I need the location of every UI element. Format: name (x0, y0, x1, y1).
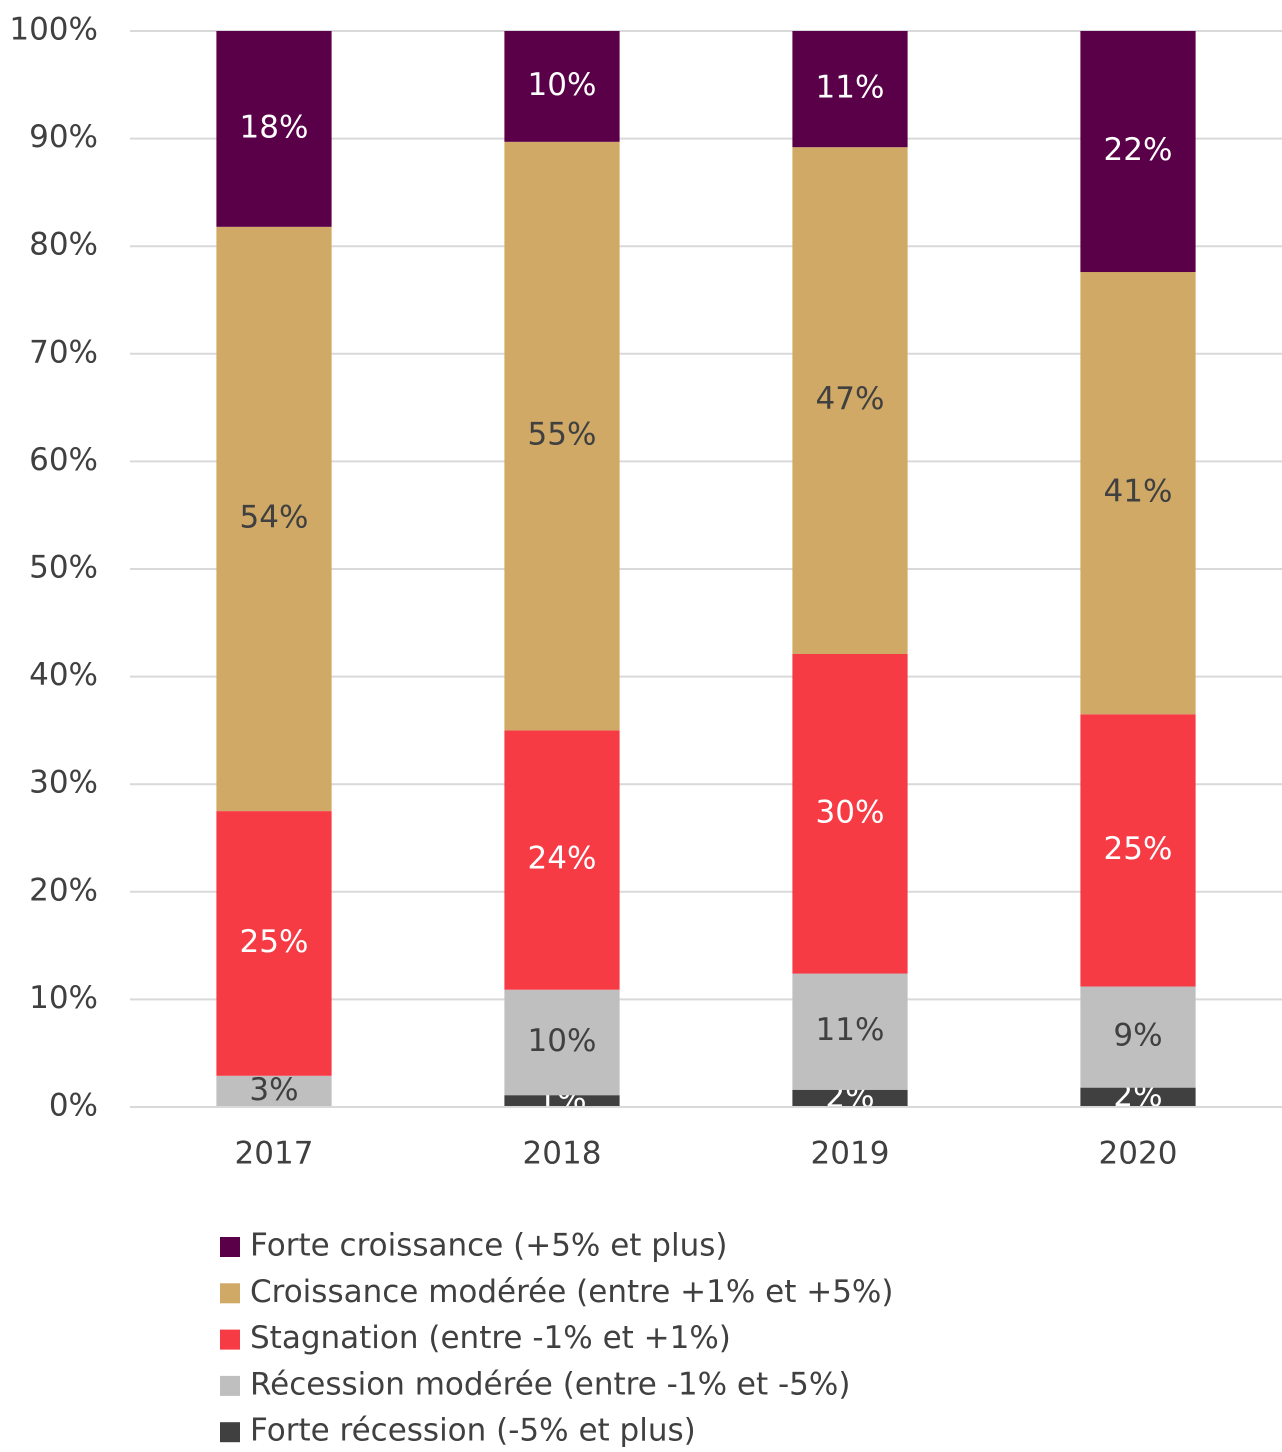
legend-swatch (220, 1375, 240, 1396)
legend-swatch (220, 1237, 240, 1257)
data-label: 30% (816, 794, 885, 830)
bar-segment (216, 226, 332, 812)
y-tick-label: 70% (29, 334, 98, 370)
bar-segment (216, 811, 332, 1076)
y-tick-label: 10% (29, 980, 98, 1016)
legend-label: Croissance modérée (entre +1% et +5%) (250, 1274, 893, 1310)
data-label: 47% (816, 381, 885, 417)
bar-segment (504, 989, 620, 1096)
bar-segment (216, 1075, 332, 1107)
x-tick-label: 2017 (235, 1136, 314, 1172)
data-label: 3% (249, 1072, 298, 1108)
bar-segment (1080, 1087, 1196, 1107)
y-tick-label: 90% (29, 119, 98, 155)
bar-segment (1080, 986, 1196, 1088)
bar-segment (792, 973, 908, 1090)
bar-segment (792, 31, 908, 148)
legend-swatch (220, 1422, 240, 1443)
y-tick-label: 80% (29, 227, 98, 263)
data-label: 18% (240, 109, 309, 145)
y-tick-label: 30% (29, 765, 98, 801)
x-tick-label: 2019 (811, 1136, 890, 1172)
legend-label: Forte croissance (+5% et plus) (250, 1228, 728, 1264)
data-label: 41% (1104, 474, 1173, 510)
legend-swatch (220, 1283, 240, 1304)
legend-label: Récession modérée (entre -1% et -5%) (250, 1366, 850, 1402)
data-label: 10% (528, 1023, 597, 1059)
x-tick-label: 2018 (523, 1136, 602, 1172)
legend-label: Forte récession (-5% et plus) (250, 1413, 696, 1449)
data-label: 24% (528, 841, 597, 877)
bar-segment (792, 654, 908, 974)
data-label: 22% (1104, 132, 1173, 168)
bar-segment (792, 147, 908, 655)
y-tick-label: 0% (49, 1088, 98, 1124)
data-label: 25% (1104, 831, 1173, 867)
data-label: 9% (1113, 1018, 1162, 1054)
y-tick-label: 20% (29, 872, 98, 908)
x-tick-label: 2020 (1099, 1136, 1178, 1172)
bar-segment (1080, 714, 1196, 987)
data-label: 11% (816, 70, 885, 106)
data-label: 10% (528, 67, 597, 103)
y-tick-label: 50% (29, 550, 98, 586)
bar-segment (216, 31, 332, 227)
data-label: 25% (240, 924, 309, 960)
bar-segment (504, 141, 620, 731)
legend-label: Stagnation (entre -1% et +1%) (250, 1320, 731, 1356)
data-label: 11% (816, 1012, 885, 1048)
data-label: 55% (528, 417, 597, 453)
y-tick-label: 40% (29, 657, 98, 693)
bar-segment (1080, 272, 1196, 715)
legend-swatch (220, 1329, 240, 1350)
bar-segment (504, 730, 620, 990)
y-tick-label: 60% (29, 442, 98, 478)
bar-segment (504, 31, 620, 142)
bar-segment (1080, 31, 1196, 273)
data-label: 54% (240, 499, 309, 535)
bar-segment (792, 1089, 908, 1107)
bar-segment (504, 1095, 620, 1107)
y-tick-label: 100% (9, 12, 98, 48)
